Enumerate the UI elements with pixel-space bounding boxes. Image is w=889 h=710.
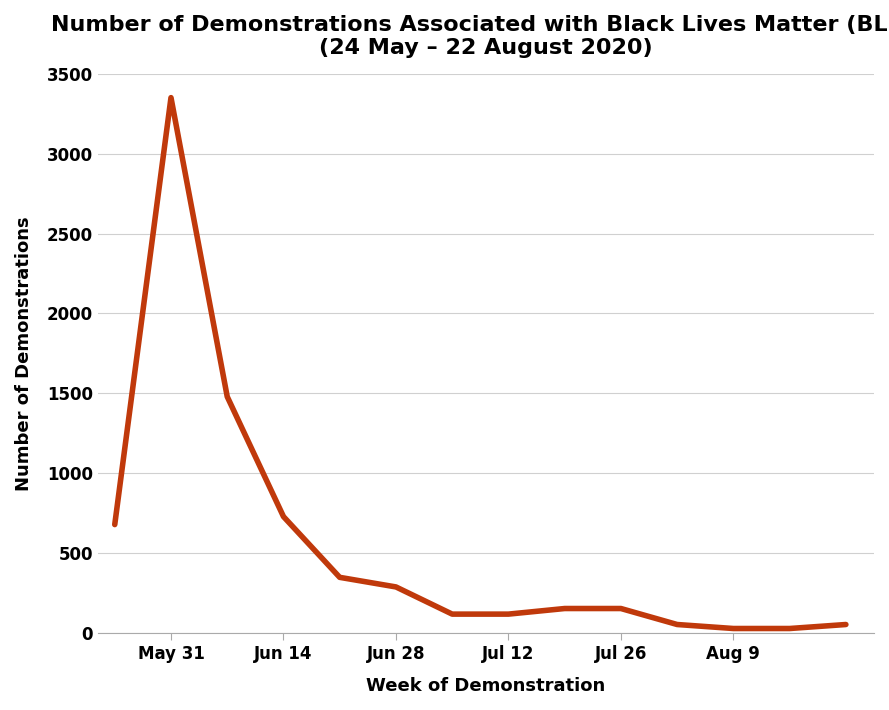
X-axis label: Week of Demonstration: Week of Demonstration <box>366 677 605 695</box>
Y-axis label: Number of Demonstrations: Number of Demonstrations <box>15 216 33 491</box>
Title: Number of Demonstrations Associated with Black Lives Matter (BLM)
(24 May – 22 A: Number of Demonstrations Associated with… <box>52 15 889 58</box>
